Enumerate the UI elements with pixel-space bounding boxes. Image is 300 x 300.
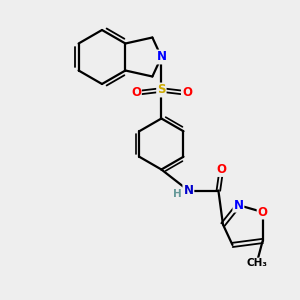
Text: N: N — [183, 184, 194, 197]
Text: N: N — [233, 199, 243, 212]
Text: CH₃: CH₃ — [246, 259, 267, 269]
Text: O: O — [131, 86, 141, 100]
Text: O: O — [258, 206, 268, 218]
Text: N: N — [156, 50, 167, 64]
Text: O: O — [216, 163, 226, 176]
Text: H: H — [172, 189, 182, 199]
Text: O: O — [182, 86, 192, 100]
Text: S: S — [157, 83, 166, 97]
